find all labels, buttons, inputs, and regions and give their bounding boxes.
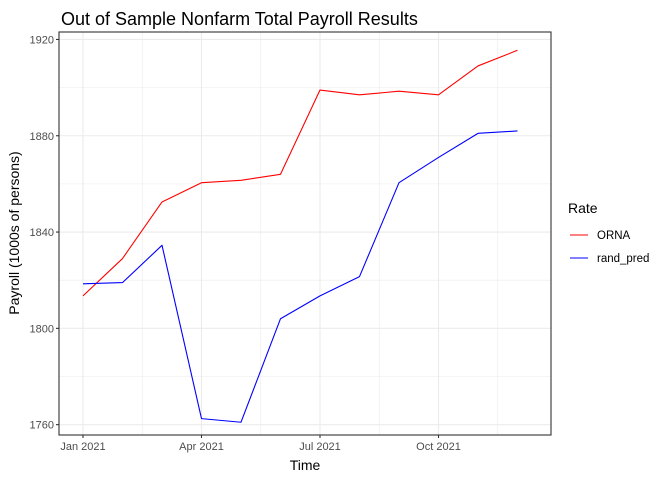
legend-item: rand_pred — [570, 253, 649, 265]
legend: Rate ORNA rand_pred — [568, 200, 649, 265]
x-tick-label: Jul 2021 — [299, 441, 341, 453]
grid-minor — [59, 32, 551, 435]
y-tick-label: 1880 — [30, 131, 54, 143]
series-line-rand-pred — [82, 130, 518, 423]
plot-border — [58, 31, 552, 436]
legend-title: Rate — [568, 200, 598, 216]
series-line-orna — [82, 49, 518, 297]
x-tick-label: Oct 2021 — [416, 441, 461, 453]
x-tick-label: Apr 2021 — [179, 441, 224, 453]
y-tick-label: 1760 — [30, 420, 54, 432]
y-axis: 1760 1800 1840 1880 1920 — [30, 34, 59, 432]
series-layer — [82, 49, 518, 423]
plot-panel — [59, 32, 551, 435]
legend-item: ORNA — [570, 230, 631, 242]
legend-label: ORNA — [597, 230, 631, 242]
chart-title: Out of Sample Nonfarm Total Payroll Resu… — [61, 9, 418, 29]
legend-label: rand_pred — [597, 253, 649, 265]
x-axis-title: Time — [290, 457, 321, 473]
x-axis: Jan 2021 Apr 2021 Jul 2021 Oct 2021 — [60, 435, 461, 453]
x-tick-label: Jan 2021 — [60, 441, 105, 453]
y-tick-label: 1800 — [30, 323, 54, 335]
y-tick-label: 1920 — [30, 34, 54, 46]
y-axis-title: Payroll (1000s of persons) — [6, 151, 22, 314]
y-tick-label: 1840 — [30, 227, 54, 239]
